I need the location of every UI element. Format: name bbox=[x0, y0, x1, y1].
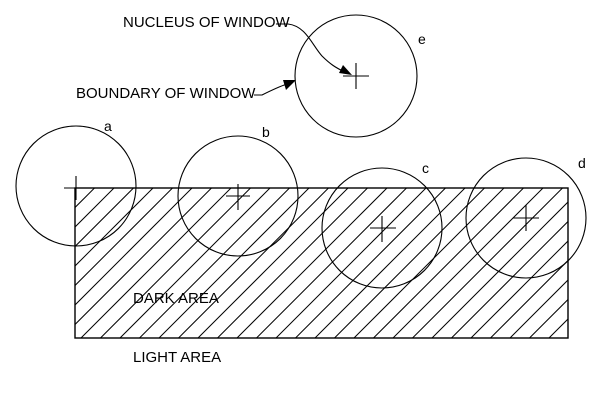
hatch-line bbox=[139, 188, 290, 338]
hatch-line bbox=[75, 188, 212, 326]
hatch-line bbox=[236, 188, 388, 338]
hatch-line bbox=[256, 188, 407, 338]
hatch-line bbox=[295, 188, 446, 338]
nucleus-leader-line bbox=[276, 23, 346, 73]
nucleus-arrowhead bbox=[339, 65, 352, 75]
hatch-line bbox=[548, 318, 568, 338]
hatch-line bbox=[353, 188, 505, 338]
hatch-line bbox=[412, 188, 563, 338]
hatch-line bbox=[334, 188, 485, 338]
boundary-callout: BOUNDARY OF WINDOW bbox=[76, 80, 296, 102]
window-d: d bbox=[465, 155, 587, 279]
hatch-line bbox=[314, 188, 466, 338]
hatch-line bbox=[100, 188, 251, 338]
boundary-arrowhead bbox=[283, 80, 296, 90]
window-e: e bbox=[294, 14, 426, 138]
hatch-line bbox=[373, 188, 524, 338]
nucleus-callout: NUCLEUS OF WINDOW bbox=[123, 14, 352, 75]
hatch-line bbox=[588, 188, 600, 338]
hatch-line bbox=[75, 188, 76, 189]
hatch-line bbox=[392, 188, 544, 338]
dark-area-hatching bbox=[75, 188, 600, 338]
window-a-boundary bbox=[15, 125, 137, 247]
dark-area-label: DARK AREA bbox=[133, 290, 219, 307]
hatch-line bbox=[75, 188, 173, 287]
window-b-label: b bbox=[262, 124, 270, 140]
window-a-label: a bbox=[104, 118, 112, 134]
hatch-line bbox=[75, 188, 154, 267]
hatch-line bbox=[178, 188, 329, 338]
hatch-line bbox=[431, 201, 568, 338]
hatch-line bbox=[509, 279, 568, 338]
hatch-line bbox=[451, 220, 568, 338]
hatch-line bbox=[470, 240, 568, 338]
window-e-label: e bbox=[418, 31, 426, 47]
hatch-line bbox=[80, 188, 232, 338]
dark-area-rectangle bbox=[74, 187, 569, 339]
boundary-leader-line bbox=[254, 83, 288, 96]
nucleus-label: NUCLEUS OF WINDOW bbox=[123, 14, 291, 31]
hatch-line bbox=[75, 188, 193, 306]
window-d-boundary bbox=[465, 157, 587, 279]
hatch-line bbox=[158, 188, 310, 338]
hatch-line bbox=[75, 188, 115, 228]
window-c-boundary bbox=[321, 167, 443, 289]
hatch-line bbox=[197, 188, 349, 338]
hatch-line bbox=[75, 188, 95, 209]
light-area-label: LIGHT AREA bbox=[133, 349, 221, 366]
window-c-label: c bbox=[422, 160, 429, 176]
hatch-line bbox=[569, 188, 600, 338]
boundary-label: BOUNDARY OF WINDOW bbox=[76, 85, 256, 102]
hatch-line bbox=[75, 188, 134, 248]
window-d-label: d bbox=[578, 155, 586, 171]
window-b-boundary bbox=[177, 135, 299, 257]
hatch-line bbox=[217, 188, 368, 338]
window-b: b bbox=[177, 124, 299, 257]
hatch-line bbox=[529, 298, 568, 338]
window-e-boundary bbox=[294, 14, 418, 138]
hatch-line bbox=[119, 188, 271, 338]
window-a: a bbox=[15, 118, 137, 247]
window-c: c bbox=[321, 160, 443, 289]
hatch-line bbox=[275, 188, 427, 338]
